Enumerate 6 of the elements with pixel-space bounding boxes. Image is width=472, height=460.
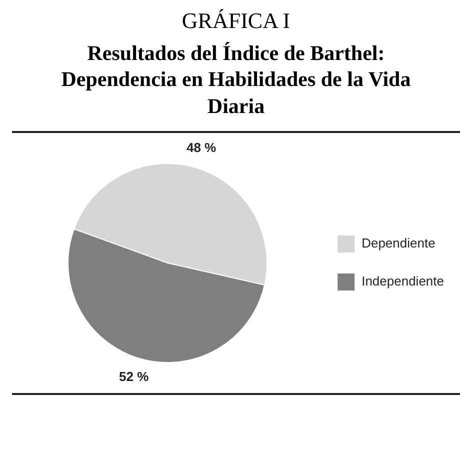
legend-label: Independiente (362, 273, 444, 288)
chart-title: GRÁFICA I (180, 8, 292, 34)
data-label: 52 % (118, 368, 150, 384)
legend-label: Dependiente (362, 235, 436, 250)
data-label: 48 % (186, 140, 217, 155)
chart-subtitle: Resultados del Índice de Barthel: Dependencia en Habilidades de la Vida Diaria (60, 40, 412, 119)
